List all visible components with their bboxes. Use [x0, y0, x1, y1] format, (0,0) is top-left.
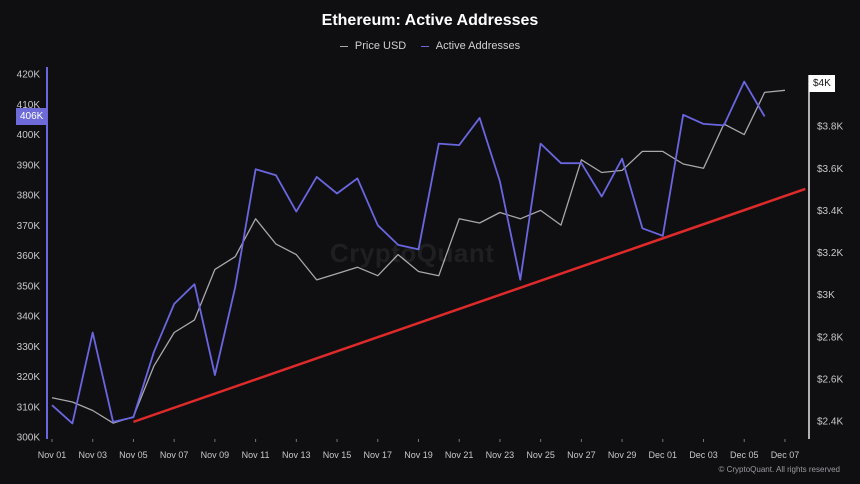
legend-label-active-addresses: Active Addresses — [435, 40, 521, 52]
active-addresses-line — [51, 80, 766, 425]
price-usd-line — [51, 89, 786, 424]
right-tick-label: $3.4K — [817, 206, 843, 217]
left-tick-label: 310K — [17, 402, 41, 413]
x-tick-label: Nov 07 — [160, 450, 189, 460]
legend-label-price: Price USD — [354, 40, 407, 52]
left-tick-label: 300K — [17, 433, 41, 444]
right-tick-label: $2.4K — [817, 417, 843, 428]
right-axis-value-badge: $4K — [809, 75, 835, 92]
x-tick-label: Nov 15 — [323, 450, 352, 460]
x-tick-label: Nov 17 — [363, 450, 392, 460]
watermark: CryptoQuant — [330, 238, 495, 268]
copyright-note: © CryptoQuant. All rights reserved — [718, 465, 841, 474]
left-tick-label: 400K — [17, 130, 41, 141]
left-tick-label: 350K — [17, 281, 41, 292]
left-tick-label: 390K — [17, 160, 41, 171]
x-tick-label: Dec 05 — [730, 450, 759, 460]
right-tick-label: $3.6K — [817, 164, 843, 175]
left-tick-label: 370K — [17, 221, 41, 232]
x-tick-label: Nov 21 — [445, 450, 474, 460]
x-tick-label: Dec 01 — [649, 450, 678, 460]
x-tick-label: Nov 05 — [119, 450, 148, 460]
left-tick-label: 420K — [17, 70, 41, 81]
x-tick-label: Nov 27 — [567, 450, 596, 460]
legend-swatch-price — [339, 45, 348, 47]
right-tick-label: $3.8K — [817, 122, 843, 133]
x-tick-label: Nov 29 — [608, 450, 637, 460]
x-tick-label: Dec 07 — [771, 450, 800, 460]
chart-title: Ethereum: Active Addresses — [321, 12, 539, 29]
right-tick-label: $3.2K — [817, 248, 843, 259]
left-tick-label: 320K — [17, 372, 41, 383]
right-tick-label: $3K — [817, 290, 835, 301]
legend-item-active-addresses[interactable]: Active Addresses — [421, 40, 520, 52]
x-tick-label: Nov 13 — [282, 450, 311, 460]
trendline — [133, 187, 806, 424]
x-tick-label: Nov 01 — [38, 450, 67, 460]
x-tick-label: Nov 25 — [526, 450, 555, 460]
left-tick-label: 410K — [17, 100, 41, 111]
x-tick-label: Nov 23 — [486, 450, 515, 460]
x-tick-label: Nov 03 — [78, 450, 107, 460]
left-tick-label: 330K — [17, 342, 41, 353]
x-tick-label: Nov 11 — [242, 450, 270, 460]
x-tick-label: Dec 03 — [689, 450, 718, 460]
left-tick-label: 340K — [17, 312, 41, 323]
legend-swatch-active-addresses — [421, 45, 430, 47]
left-axis-value-badge: 406K — [16, 108, 48, 125]
right-tick-label: $2.8K — [817, 332, 843, 343]
x-tick-label: Nov 19 — [404, 450, 433, 460]
legend[interactable]: Price USD Active Addresses — [0, 40, 860, 52]
right-tick-label: $2.6K — [817, 374, 843, 385]
x-tick-label: Nov 09 — [201, 450, 230, 460]
legend-item-price[interactable]: Price USD — [339, 40, 407, 52]
left-tick-label: 360K — [17, 251, 41, 262]
left-tick-label: 380K — [17, 191, 41, 202]
